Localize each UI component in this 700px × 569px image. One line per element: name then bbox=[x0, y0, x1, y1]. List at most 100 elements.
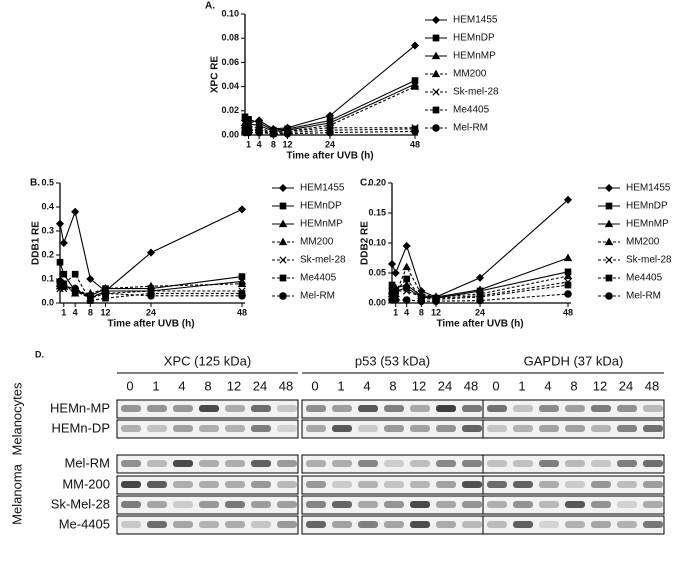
blot-band bbox=[332, 425, 352, 432]
data-point bbox=[238, 273, 246, 280]
legend-label: Me4405 bbox=[300, 273, 337, 284]
x-tick-label: 8 bbox=[271, 139, 276, 149]
blot-band bbox=[462, 501, 482, 508]
blot-band bbox=[410, 405, 430, 412]
blot-band bbox=[436, 501, 456, 508]
lane-label: 48 bbox=[464, 378, 478, 393]
blot-band bbox=[173, 460, 193, 467]
data-point bbox=[238, 292, 246, 300]
blot-band bbox=[251, 425, 271, 432]
data-point bbox=[283, 130, 292, 138]
blot-band bbox=[199, 501, 219, 508]
lane-label: 0 bbox=[311, 378, 318, 393]
blot-band bbox=[358, 460, 378, 467]
blot-band bbox=[251, 460, 271, 467]
legend-marker bbox=[605, 292, 613, 300]
data-point bbox=[563, 271, 573, 280]
lane-label: 4 bbox=[363, 378, 370, 393]
data-point bbox=[55, 219, 65, 228]
lane-label: 48 bbox=[645, 378, 659, 393]
y-tick-label: 0.5 bbox=[41, 177, 54, 187]
blot-band bbox=[251, 481, 271, 488]
data-point bbox=[147, 292, 155, 300]
lane-label: 12 bbox=[227, 378, 241, 393]
legend-label: Mel-RM bbox=[300, 291, 335, 302]
blot-band bbox=[643, 501, 663, 508]
blot-band bbox=[199, 481, 219, 488]
blot-band bbox=[591, 425, 611, 432]
x-tick-label: 4 bbox=[404, 307, 409, 317]
legend-marker bbox=[432, 34, 440, 42]
blot-band bbox=[487, 501, 507, 508]
blot-band bbox=[487, 425, 507, 432]
legend-label: HEMnDP bbox=[626, 201, 668, 212]
lane-label: 48 bbox=[279, 378, 293, 393]
x-axis-label: Time after UVB (h) bbox=[436, 319, 523, 330]
x-tick-label: 48 bbox=[563, 307, 573, 317]
data-point bbox=[101, 289, 110, 298]
x-axis-label: Time after UVB (h) bbox=[107, 319, 194, 330]
legend-label: MM200 bbox=[453, 69, 487, 80]
legend-label: HEMnMP bbox=[453, 51, 496, 62]
x-tick-label: 8 bbox=[419, 307, 424, 317]
blot-band bbox=[147, 481, 167, 488]
blot-band bbox=[617, 521, 637, 528]
blot-band bbox=[277, 521, 297, 528]
legend-label: Sk-mel-28 bbox=[453, 87, 499, 98]
blot-band bbox=[173, 405, 193, 412]
blot-band bbox=[591, 501, 611, 508]
panel-label: A. bbox=[205, 1, 215, 12]
y-tick-label: 0.10 bbox=[368, 237, 386, 247]
blot-band bbox=[513, 501, 533, 508]
row-label: HEMn-DP bbox=[51, 420, 110, 435]
data-point bbox=[56, 258, 64, 266]
y-tick-label: 0.0 bbox=[41, 297, 54, 307]
legend-marker bbox=[279, 274, 287, 282]
legend-marker bbox=[279, 256, 287, 264]
blot-box bbox=[116, 454, 299, 474]
data-point bbox=[564, 290, 572, 298]
blot-band bbox=[147, 521, 167, 528]
data-point bbox=[411, 127, 419, 136]
legend-marker bbox=[432, 88, 440, 96]
lane-label: 1 bbox=[518, 378, 525, 393]
legend-marker bbox=[605, 256, 613, 264]
legend-label: HEMnMP bbox=[300, 219, 343, 230]
blot-band bbox=[358, 481, 378, 488]
legend-label: HEM1455 bbox=[300, 183, 345, 194]
lane-label: 4 bbox=[544, 378, 551, 393]
data-point bbox=[417, 297, 426, 305]
data-point bbox=[60, 270, 68, 278]
blot-band bbox=[199, 521, 219, 528]
data-point bbox=[59, 238, 68, 248]
data-point bbox=[387, 259, 397, 269]
lane-label: 8 bbox=[204, 378, 211, 393]
data-point bbox=[255, 128, 263, 137]
x-tick-label: 12 bbox=[100, 307, 110, 317]
y-tick-label: 0.1 bbox=[41, 273, 54, 283]
group-label: Melanoma bbox=[9, 463, 24, 524]
blot-band bbox=[591, 460, 611, 467]
legend-marker bbox=[604, 219, 614, 228]
blot-band bbox=[147, 405, 167, 412]
data-point bbox=[391, 296, 400, 304]
legend-marker bbox=[279, 202, 287, 210]
lane-label: 0 bbox=[126, 378, 133, 393]
panel-label: B. bbox=[30, 178, 40, 189]
lane-label: 8 bbox=[570, 378, 577, 393]
legend-label: Me4405 bbox=[453, 105, 490, 116]
blot-band bbox=[225, 425, 245, 432]
blot-band bbox=[617, 405, 637, 412]
x-tick-label: 24 bbox=[475, 307, 485, 317]
data-point bbox=[71, 207, 80, 216]
y-tick-label: 0.04 bbox=[221, 81, 239, 91]
data-point bbox=[59, 282, 68, 290]
blot-band bbox=[462, 405, 482, 412]
blot-band bbox=[332, 501, 352, 508]
y-tick-label: 0.4 bbox=[41, 201, 54, 211]
blot-band bbox=[436, 521, 456, 528]
legend-label: HEMnMP bbox=[626, 219, 669, 230]
blot-band bbox=[225, 481, 245, 488]
blot-band bbox=[251, 501, 271, 508]
legend-marker bbox=[432, 106, 440, 114]
